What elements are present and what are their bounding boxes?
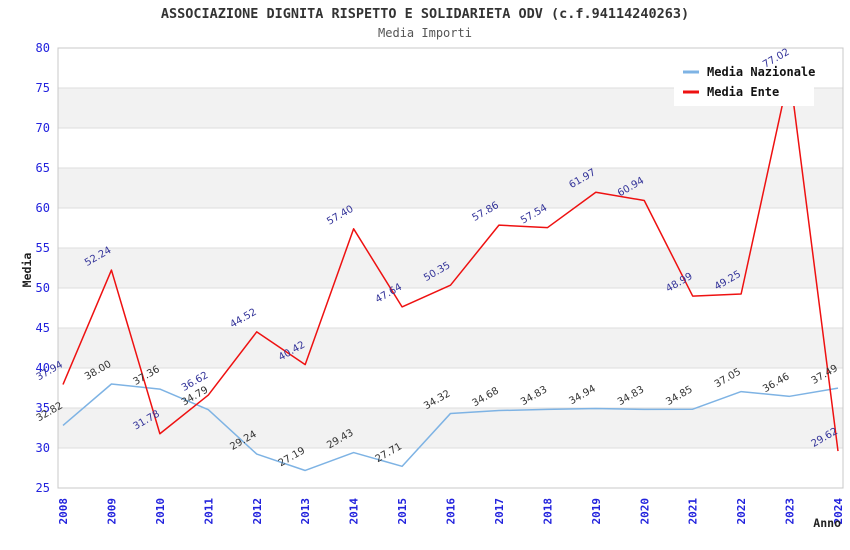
- data-label: 36.46: [761, 371, 791, 395]
- y-tick-label: 65: [36, 161, 50, 175]
- data-label: 37.05: [713, 367, 743, 391]
- y-tick-label: 50: [36, 281, 50, 295]
- data-label: 34.85: [664, 384, 694, 408]
- x-axis-title: Anno: [813, 516, 841, 530]
- y-tick-label: 80: [36, 41, 50, 55]
- x-tick-label: 2008: [57, 498, 70, 525]
- x-tick-label: 2015: [396, 498, 409, 525]
- plot-band: [58, 328, 843, 368]
- y-axis-title: Media: [20, 253, 34, 288]
- y-tick-label: 75: [36, 81, 50, 95]
- data-label: 34.83: [519, 384, 549, 408]
- x-tick-label: 2016: [445, 498, 458, 525]
- y-tick-label: 45: [36, 321, 50, 335]
- x-tick-label: 2009: [105, 498, 118, 525]
- x-tick-label: 2020: [638, 498, 651, 525]
- x-tick-label: 2012: [251, 498, 264, 525]
- x-tick-label: 2011: [202, 498, 215, 525]
- plot-border: [57, 47, 844, 489]
- x-tick-label: 2014: [348, 498, 361, 525]
- x-tick-label: 2021: [687, 498, 700, 525]
- y-tick-label: 35: [36, 401, 50, 415]
- y-tick-label: 55: [36, 241, 50, 255]
- chart-subtitle: Media Importi: [378, 26, 472, 40]
- x-tick-label: 2022: [735, 498, 748, 525]
- plot-band: [58, 408, 843, 448]
- chart-title: ASSOCIAZIONE DIGNITA RISPETTO E SOLIDARI…: [160, 6, 690, 22]
- x-tick-label: 2024: [832, 498, 845, 525]
- y-tick-label: 30: [36, 441, 50, 455]
- plot-band: [58, 168, 843, 208]
- series-line-media-ente: [62, 71, 839, 452]
- x-tick-label: 2010: [154, 498, 167, 525]
- x-tick-label: 2017: [493, 498, 506, 525]
- x-tick-label: 2019: [590, 498, 603, 525]
- legend-label-2: Media Ente: [707, 85, 779, 99]
- plot-band: [58, 248, 843, 288]
- series-line-media-nazionale: [62, 383, 839, 472]
- legend-box: [674, 58, 814, 106]
- x-tick-label: 2018: [541, 498, 554, 525]
- y-tick-label: 70: [36, 121, 50, 135]
- y-tick-label: 25: [36, 481, 50, 495]
- data-label: 44.52: [228, 307, 258, 331]
- legend-label-1: Media Nazionale: [707, 65, 815, 79]
- x-tick-label: 2023: [784, 498, 797, 525]
- data-label: 34.83: [616, 384, 646, 408]
- y-tick-label: 40: [36, 361, 50, 375]
- y-tick-label: 60: [36, 201, 50, 215]
- data-label: 34.68: [471, 385, 501, 409]
- x-tick-label: 2013: [299, 498, 312, 525]
- data-label: 34.94: [567, 383, 597, 407]
